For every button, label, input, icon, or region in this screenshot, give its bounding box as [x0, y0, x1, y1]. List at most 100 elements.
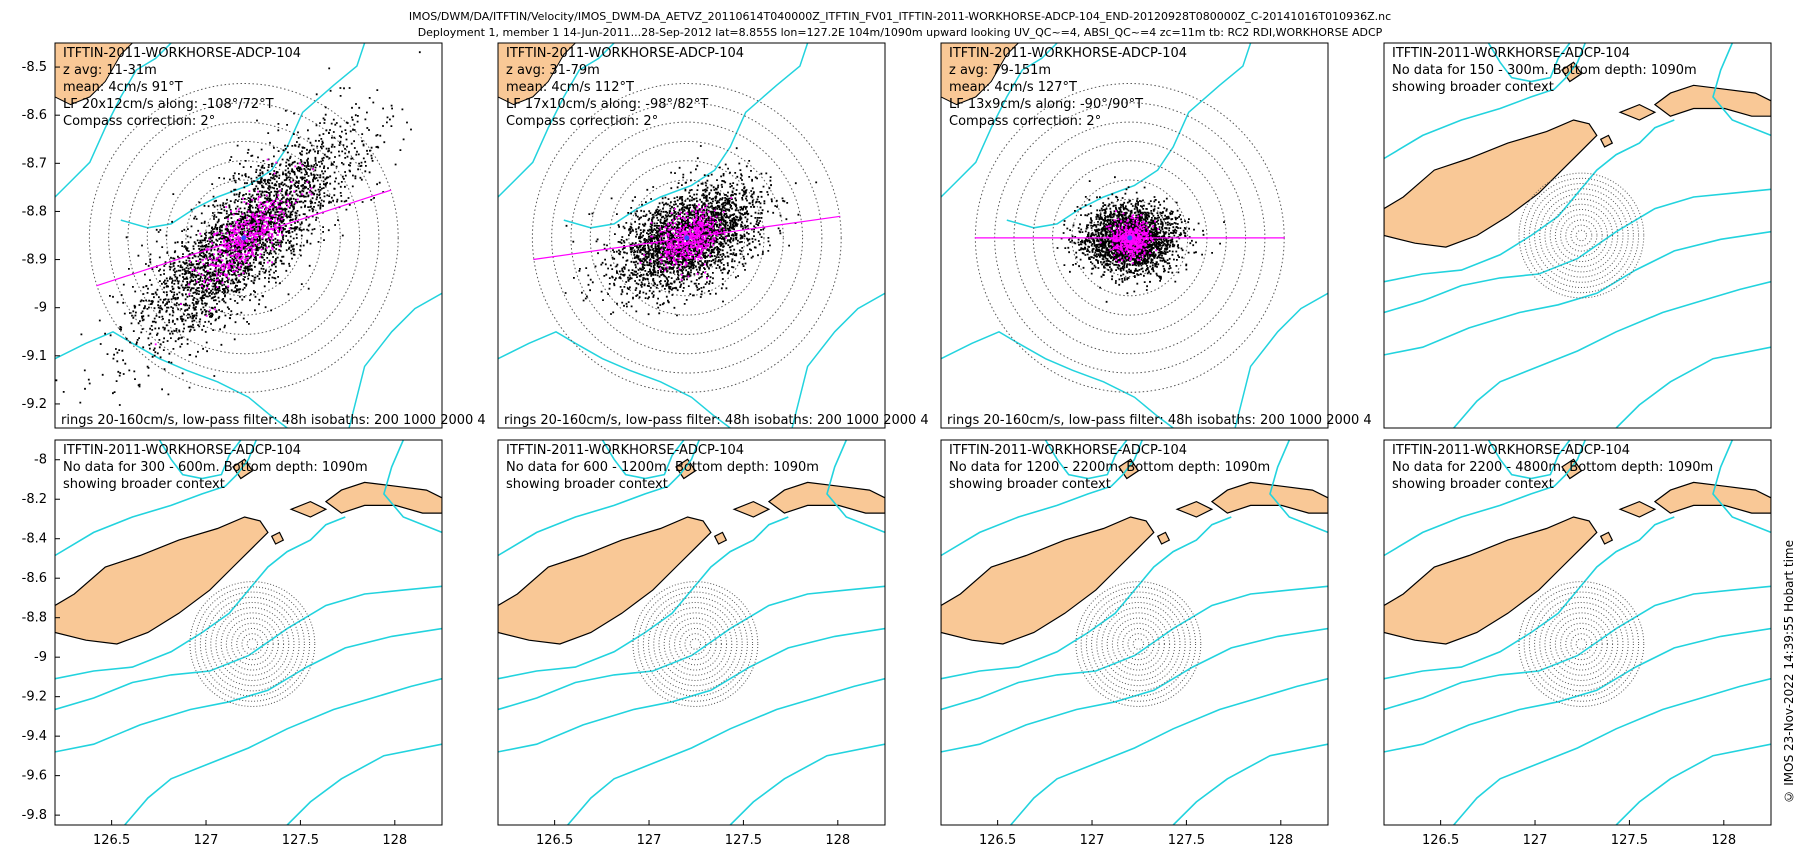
info-line: z avg: 11-31m: [63, 63, 157, 78]
x-tick-label: 126.5: [1422, 833, 1459, 848]
info-line: z avg: 79-151m: [949, 63, 1051, 78]
x-tick-label: 127: [637, 833, 662, 848]
x-tick-label: 127: [1080, 833, 1105, 848]
instrument-label: ITFTIN-2011-WORKHORSE-ADCP-104: [506, 443, 744, 458]
land-mass: [498, 43, 577, 106]
speed-ring: [220, 612, 285, 676]
speed-ring: [1565, 627, 1598, 661]
info-line: showing broader context: [1392, 477, 1554, 492]
mean-marker: [241, 235, 247, 241]
y-tick-label: -8.6: [22, 571, 47, 586]
panel-7: ITFTIN-2011-WORKHORSE-ADCP-104 No data fo…: [940, 439, 1329, 826]
island: [324, 481, 442, 514]
y-tick-label: -9: [34, 301, 47, 316]
y-tick-label: -9.4: [22, 729, 47, 744]
y-tick-label: -9.1: [22, 349, 47, 364]
speed-ring: [241, 633, 264, 655]
speed-ring: [189, 581, 316, 707]
isobath-line: [941, 43, 1058, 198]
speed-ring: [1554, 209, 1608, 262]
speed-ring: [589, 140, 784, 335]
island: [1175, 500, 1214, 518]
isobath-line: [1384, 119, 1675, 283]
land-mass: [941, 43, 1020, 106]
isobath-line: [55, 440, 257, 557]
island: [1210, 481, 1328, 514]
land-mass: [941, 516, 1155, 645]
speed-ring: [1570, 224, 1593, 247]
isobath-line: [1487, 440, 1571, 480]
isobath-line: [1384, 188, 1771, 314]
isobath-line: [498, 440, 700, 557]
panel-2: ITFTIN-2011-WORKHORSE-ADCP-104 z avg: 31-…: [497, 42, 929, 429]
speed-ring: [551, 102, 823, 374]
speed-ring: [185, 179, 303, 297]
x-tick-label: 126.5: [93, 833, 130, 848]
island: [1156, 531, 1171, 545]
island: [1653, 84, 1771, 117]
land-mass: [1384, 119, 1598, 248]
panel-frame: [1383, 439, 1772, 826]
speed-ring: [166, 160, 322, 316]
isobath-line: [1384, 43, 1586, 160]
x-tick-label: 127.5: [1168, 833, 1205, 848]
speed-ring: [1111, 617, 1165, 671]
isobath-line: [55, 330, 288, 428]
speed-ring: [246, 638, 259, 650]
speed-ring: [668, 617, 722, 671]
speed-ring: [663, 612, 728, 676]
isobath-line: [1384, 440, 1586, 557]
mean-marker: [1127, 235, 1133, 241]
island: [270, 531, 285, 545]
y-tick-label: -8.8: [22, 204, 47, 219]
x-tick-label: 128: [1268, 833, 1293, 848]
speed-ring: [1518, 581, 1645, 707]
speed-ring: [648, 596, 743, 692]
panel-frame: [1383, 42, 1772, 429]
isobath-line: [941, 516, 1232, 680]
speed-ring: [215, 607, 290, 681]
x-tick-label: 127.5: [725, 833, 762, 848]
info-line: No data for 300 - 600m. Bottom depth: 10…: [63, 460, 368, 475]
y-tick-label: -9.2: [22, 690, 47, 705]
isobath-line: [498, 43, 615, 198]
isobath-line: [55, 516, 346, 680]
panel-1: ITFTIN-2011-WORKHORSE-ADCP-104 z avg: 11-…: [54, 42, 486, 429]
speed-ring: [1117, 622, 1160, 666]
isobath-line: [729, 743, 885, 825]
y-tick-label: -8.2: [22, 492, 47, 507]
speed-ring: [1518, 172, 1645, 299]
isobath-line: [601, 440, 685, 480]
isobath-line: [1712, 43, 1771, 137]
y-tick-label: -8.7: [22, 156, 47, 171]
speed-ring: [1080, 586, 1197, 702]
x-tick-label: 128: [825, 833, 850, 848]
speed-ring: [531, 83, 842, 393]
isobath-line: [1453, 677, 1771, 825]
info-line: LF 20x12cm/s along: -108°/72°T: [63, 97, 274, 112]
isobath-line: [941, 627, 1328, 753]
info-line: mean: 4cm/s 112°T: [506, 80, 634, 95]
speed-ring: [1085, 591, 1191, 697]
isobath-line: [1712, 440, 1771, 534]
info-line: LF 13x9cm/s along: -90°/90°T: [949, 97, 1143, 112]
speed-ring: [1106, 612, 1171, 676]
speed-ring: [1565, 219, 1598, 252]
speed-ring: [205, 596, 300, 692]
speed-ring: [1575, 229, 1588, 242]
info-line: mean: 4cm/s 127°T: [949, 80, 1077, 95]
land-mass: [55, 516, 269, 645]
info-line: mean: 4cm/s 91°T: [63, 80, 183, 95]
speed-ring: [570, 121, 804, 355]
isobath-line: [348, 292, 442, 428]
panel-frame: [54, 439, 443, 826]
speed-ring: [1544, 198, 1619, 273]
y-tick-label: -8.4: [22, 532, 47, 547]
isobath-line: [498, 516, 789, 680]
isobath-line: [941, 330, 1174, 428]
speed-ring: [1534, 188, 1629, 283]
panel-frame: [940, 42, 1329, 429]
speed-ring: [1570, 633, 1593, 655]
isobath-line: [1384, 585, 1771, 711]
